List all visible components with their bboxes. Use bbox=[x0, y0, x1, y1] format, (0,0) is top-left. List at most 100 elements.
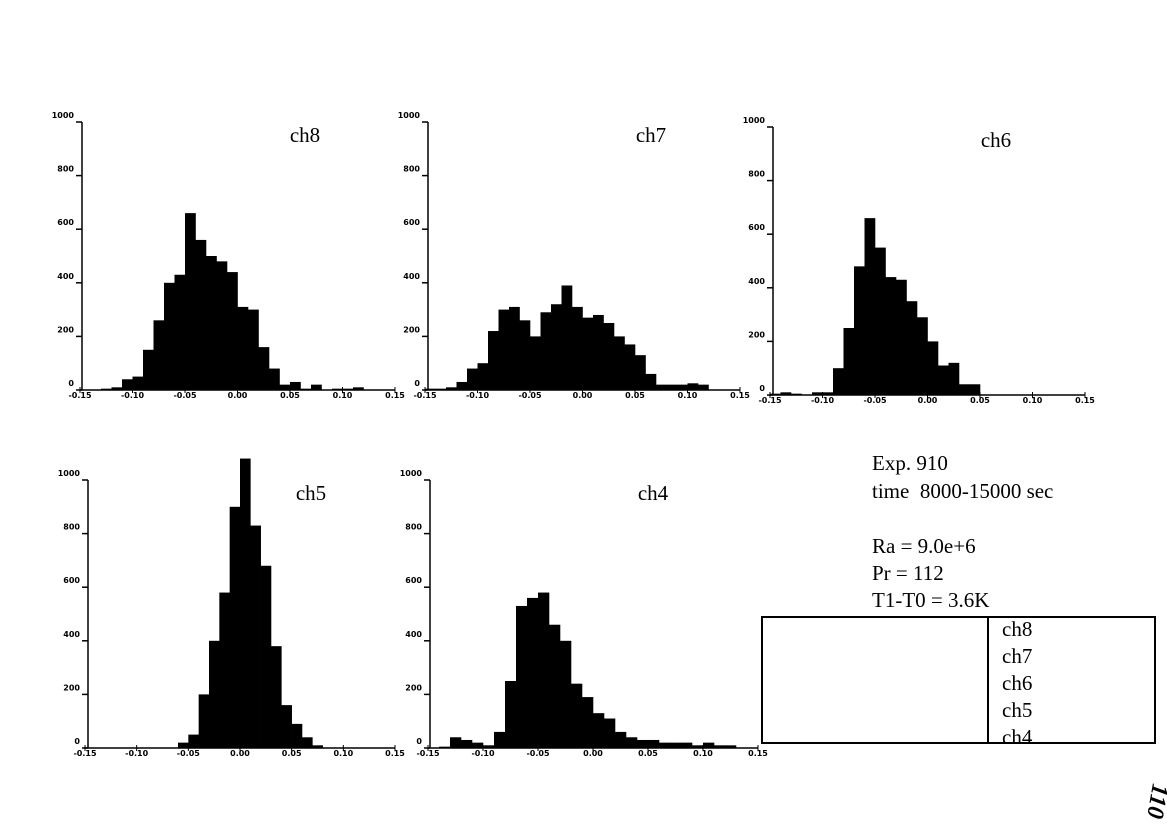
temperature-difference: T1-T0 = 3.6K bbox=[872, 588, 989, 612]
x-tick-label: -0.15 bbox=[758, 396, 781, 405]
histogram-bar bbox=[603, 323, 615, 390]
y-tick-label: 800 bbox=[63, 523, 80, 532]
histogram-bar bbox=[425, 388, 436, 390]
y-tick-label: 200 bbox=[405, 683, 422, 692]
x-tick-label: 0.10 bbox=[333, 749, 353, 758]
histogram-bar bbox=[677, 384, 688, 390]
histogram-bar bbox=[670, 742, 682, 748]
histogram-bar bbox=[353, 387, 364, 390]
histogram-bar bbox=[864, 218, 876, 395]
histogram-bar bbox=[833, 368, 844, 395]
histogram-bar bbox=[291, 723, 303, 748]
histogram-bar bbox=[614, 336, 625, 390]
y-tick-label: 400 bbox=[57, 272, 74, 281]
chart-title: ch7 bbox=[636, 123, 666, 147]
histogram-bar bbox=[530, 336, 541, 390]
x-tick-label: -0.15 bbox=[73, 749, 96, 758]
histogram-bar bbox=[948, 362, 960, 395]
x-tick-label: -0.15 bbox=[416, 749, 439, 758]
y-tick-label: 200 bbox=[63, 683, 80, 692]
histogram-bar bbox=[896, 279, 907, 395]
y-tick-label: 600 bbox=[403, 218, 420, 227]
y-tick-label: 0 bbox=[759, 384, 765, 393]
histogram-bar bbox=[516, 605, 528, 748]
x-tick-label: 0.00 bbox=[573, 391, 593, 400]
histogram-bar bbox=[332, 388, 343, 390]
y-tick-label: 1000 bbox=[400, 469, 423, 478]
histogram-bar bbox=[791, 393, 802, 395]
histogram-bar bbox=[461, 739, 473, 748]
histogram-bar bbox=[645, 373, 657, 390]
x-tick-label: -0.05 bbox=[177, 749, 200, 758]
x-tick-label: 0.00 bbox=[230, 749, 250, 758]
histogram-bar bbox=[198, 694, 210, 748]
chart-title: ch4 bbox=[638, 481, 669, 505]
histogram-bar bbox=[927, 341, 939, 395]
histogram-bar bbox=[472, 742, 484, 748]
histogram-bar bbox=[714, 745, 726, 748]
histogram-bar bbox=[164, 282, 175, 390]
histogram-bar bbox=[435, 388, 447, 390]
histogram-bar bbox=[561, 285, 573, 390]
histogram-bar bbox=[959, 384, 970, 395]
histogram-bar bbox=[195, 239, 207, 390]
y-tick-label: 1000 bbox=[743, 116, 766, 125]
histogram-bar bbox=[582, 317, 594, 390]
legend-entry: ch4 bbox=[1002, 725, 1033, 749]
histogram-bar bbox=[269, 368, 280, 390]
histogram-bar bbox=[527, 597, 539, 748]
histogram-bar bbox=[174, 274, 186, 390]
y-tick-label: 1000 bbox=[58, 469, 81, 478]
x-tick-label: 0.05 bbox=[282, 749, 302, 758]
histogram-bar bbox=[659, 742, 671, 748]
x-tick-label: 0.05 bbox=[970, 396, 990, 405]
y-tick-label: 0 bbox=[416, 737, 422, 746]
x-tick-label: -0.10 bbox=[121, 391, 144, 400]
histogram-bar bbox=[505, 681, 517, 748]
histogram-bar bbox=[648, 739, 660, 748]
x-tick-label: 0.10 bbox=[333, 391, 353, 400]
x-tick-label: -0.05 bbox=[526, 749, 549, 758]
histogram-bar bbox=[143, 349, 154, 390]
x-tick-label: 0.10 bbox=[678, 391, 698, 400]
histogram-bar bbox=[572, 306, 583, 390]
x-tick-label: 0.00 bbox=[583, 749, 603, 758]
histogram-bar bbox=[456, 381, 468, 390]
x-tick-label: 0.05 bbox=[280, 391, 300, 400]
histogram-bar bbox=[467, 368, 478, 390]
histogram-bar bbox=[854, 266, 865, 395]
histogram-bar bbox=[917, 317, 928, 395]
histogram-bar bbox=[582, 697, 594, 748]
histogram-bar bbox=[687, 383, 699, 390]
x-tick-label: -0.15 bbox=[68, 391, 91, 400]
histogram-bar bbox=[488, 331, 499, 390]
x-tick-label: -0.05 bbox=[863, 396, 886, 405]
histogram-bar bbox=[342, 388, 354, 390]
y-tick-label: 800 bbox=[748, 170, 765, 179]
histogram-bar bbox=[271, 646, 282, 748]
histogram-bar bbox=[290, 381, 301, 390]
histogram-bar bbox=[593, 314, 604, 390]
histogram-bar bbox=[969, 384, 981, 395]
x-tick-label: 0.05 bbox=[625, 391, 645, 400]
histogram-bar bbox=[498, 309, 510, 390]
legend-box bbox=[761, 616, 1156, 744]
x-tick-label: 0.15 bbox=[385, 749, 405, 758]
y-tick-label: 800 bbox=[57, 165, 74, 174]
chart-title: ch5 bbox=[296, 481, 326, 505]
x-tick-label: -0.10 bbox=[811, 396, 834, 405]
histogram-bar bbox=[248, 309, 259, 390]
histogram-bar bbox=[446, 387, 457, 390]
histogram-bar bbox=[885, 277, 897, 395]
histogram-bar bbox=[626, 737, 638, 748]
histogram-bar bbox=[188, 734, 199, 748]
x-tick-label: 0.15 bbox=[730, 391, 750, 400]
histogram-bar bbox=[843, 328, 855, 395]
histogram-bar bbox=[483, 745, 495, 748]
x-tick-label: 0.15 bbox=[385, 391, 405, 400]
histogram-bar bbox=[185, 213, 196, 390]
x-tick-label: 0.00 bbox=[228, 391, 248, 400]
